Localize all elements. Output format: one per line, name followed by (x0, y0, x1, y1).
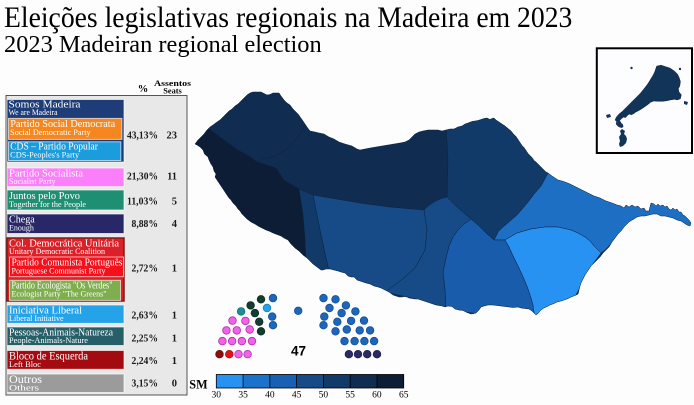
svg-text:11,03%: 11,03% (127, 196, 158, 207)
svg-text:50: 50 (319, 391, 329, 401)
svg-text:Pessoas-Animais-Natureza: Pessoas-Animais-Natureza (9, 327, 113, 339)
svg-text:Chega: Chega (9, 214, 35, 226)
svg-text:Unitary Democratic Coalition: Unitary Democratic Coalition (9, 247, 105, 256)
svg-text:1: 1 (172, 356, 177, 367)
svg-text:Partido Comunista Português: Partido Comunista Português (12, 257, 123, 269)
svg-text:Partido Social Democrata: Partido Social Democrata (10, 118, 115, 130)
svg-text:CDS – Partido Popular: CDS – Partido Popular (10, 142, 98, 153)
svg-text:Somos Madeira: Somos Madeira (9, 99, 81, 111)
svg-text:8,88%: 8,88% (132, 219, 159, 230)
svg-text:35: 35 (238, 391, 248, 401)
svg-text:55: 55 (345, 391, 355, 401)
svg-text:2,63%: 2,63% (132, 310, 159, 321)
svg-text:45: 45 (292, 391, 302, 401)
svg-text:Bloco de Esquerda: Bloco de Esquerda (9, 351, 88, 363)
svg-text:People-Animals-Nature: People-Animals-Nature (9, 336, 88, 345)
svg-text:Col. Democrática Unitária: Col. Democrática Unitária (9, 238, 119, 250)
svg-text:Others: Others (9, 384, 39, 393)
svg-text:43,13%: 43,13% (127, 130, 158, 141)
svg-text:SM: SM (189, 378, 208, 392)
svg-text:2,25%: 2,25% (132, 333, 159, 344)
svg-text:Social Democratic Party: Social Democratic Party (10, 128, 91, 137)
svg-text:5: 5 (172, 196, 177, 207)
svg-text:47: 47 (291, 344, 306, 359)
svg-text:Portuguese Communist Party: Portuguese Communist Party (12, 266, 106, 275)
svg-text:Outros: Outros (9, 374, 43, 386)
svg-text:60: 60 (372, 391, 382, 401)
svg-text:Seats: Seats (163, 86, 182, 96)
svg-text:Ecologist Party "The Greens": Ecologist Party "The Greens" (12, 289, 107, 298)
svg-text:2,72%: 2,72% (132, 264, 159, 275)
svg-text:CDS-Peoples's Party: CDS-Peoples's Party (10, 151, 79, 160)
svg-text:40: 40 (265, 391, 275, 401)
svg-text:Liberal Initiative: Liberal Initiative (9, 314, 64, 323)
svg-text:1: 1 (172, 264, 177, 275)
svg-text:4: 4 (172, 219, 178, 230)
svg-text:21,30%: 21,30% (127, 172, 158, 183)
svg-text:2,24%: 2,24% (132, 356, 159, 367)
svg-text:3,15%: 3,15% (132, 378, 159, 389)
svg-text:Left Bloc: Left Bloc (9, 360, 41, 369)
svg-text:11: 11 (167, 172, 177, 183)
svg-text:Partido Socialista: Partido Socialista (9, 168, 83, 180)
svg-text:Partido Ecologista "Os Verdes": Partido Ecologista "Os Verdes" (12, 280, 113, 291)
svg-text:Enough: Enough (9, 223, 34, 232)
svg-text:Iniciativa Liberal: Iniciativa Liberal (9, 305, 82, 317)
svg-text:%: % (138, 84, 149, 95)
svg-text:1: 1 (172, 310, 177, 321)
svg-text:Assentos: Assentos (154, 78, 192, 88)
svg-text:23: 23 (167, 130, 178, 141)
svg-text:65: 65 (399, 391, 409, 401)
svg-text:30: 30 (212, 391, 222, 401)
svg-text:Socialist Party: Socialist Party (9, 177, 56, 186)
svg-text:1: 1 (172, 333, 177, 344)
svg-text:Together for the People: Together for the People (9, 200, 86, 209)
svg-text:0: 0 (172, 378, 177, 389)
svg-text:Juntos pelo Povo: Juntos pelo Povo (9, 190, 80, 202)
svg-text:We are Madeira: We are Madeira (9, 108, 58, 117)
